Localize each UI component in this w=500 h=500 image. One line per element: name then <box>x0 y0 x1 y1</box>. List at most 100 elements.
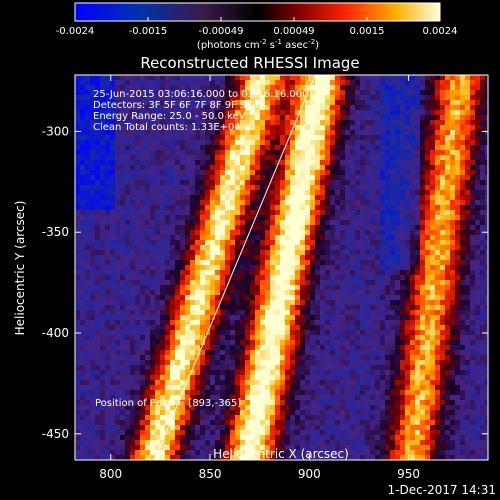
heatmap-cell <box>100 170 106 176</box>
heatmap-cell <box>310 245 316 251</box>
heatmap-cell <box>350 190 356 196</box>
heatmap-cell <box>415 235 421 241</box>
heatmap-cell <box>175 120 181 126</box>
heatmap-cell <box>465 165 471 171</box>
heatmap-cell <box>195 265 201 271</box>
heatmap-cell <box>460 370 466 376</box>
heatmap-cell <box>480 220 486 226</box>
heatmap-cell <box>315 85 321 91</box>
heatmap-cell <box>455 80 461 86</box>
heatmap-cell <box>465 75 471 81</box>
heatmap-cell <box>325 315 331 321</box>
heatmap-cell <box>470 215 476 221</box>
heatmap-cell <box>445 90 451 96</box>
heatmap-cell <box>395 175 401 181</box>
heatmap-cell <box>205 80 211 86</box>
heatmap-cell <box>90 325 96 331</box>
heatmap-cell <box>360 310 366 316</box>
heatmap-cell <box>270 210 276 216</box>
heatmap-cell <box>440 220 446 226</box>
heatmap-cell <box>250 360 256 366</box>
heatmap-cell <box>130 160 136 166</box>
heatmap-cell <box>435 130 441 136</box>
heatmap-cell <box>445 130 451 136</box>
heatmap-cell <box>380 105 386 111</box>
heatmap-cell <box>130 80 136 86</box>
heatmap-cell <box>180 370 186 376</box>
heatmap-cell <box>270 120 276 126</box>
heatmap-cell <box>460 120 466 126</box>
heatmap-cell <box>255 335 261 341</box>
heatmap-cell <box>270 335 276 341</box>
heatmap-cell <box>410 115 416 121</box>
heatmap-cell <box>420 85 426 91</box>
heatmap-cell <box>175 130 181 136</box>
heatmap-cell <box>265 275 271 281</box>
heatmap-cell <box>260 195 266 201</box>
heatmap-cell <box>370 335 376 341</box>
heatmap-cell <box>445 145 451 151</box>
heatmap-cell <box>455 170 461 176</box>
heatmap-cell <box>75 165 81 171</box>
heatmap-cell <box>75 160 81 166</box>
heatmap-cell <box>185 250 191 256</box>
heatmap-cell <box>460 100 466 106</box>
heatmap-cell <box>220 230 226 236</box>
heatmap-cell <box>355 180 361 186</box>
heatmap-cell <box>345 105 351 111</box>
heatmap-cell <box>290 365 296 371</box>
heatmap-cell <box>95 370 101 376</box>
heatmap-cell <box>170 155 176 161</box>
heatmap-cell <box>305 365 311 371</box>
heatmap-cell <box>125 365 131 371</box>
heatmap-cell <box>100 100 106 106</box>
heatmap-cell <box>405 140 411 146</box>
heatmap-cell <box>275 205 281 211</box>
heatmap-cell <box>435 335 441 341</box>
heatmap-cell <box>215 225 221 231</box>
heatmap-cell <box>90 270 96 276</box>
heatmap-cell <box>400 265 406 271</box>
heatmap-cell <box>395 325 401 331</box>
heatmap-cell <box>140 360 146 366</box>
heatmap-cell <box>115 125 121 131</box>
heatmap-cell <box>310 90 316 96</box>
heatmap-cell <box>350 360 356 366</box>
heatmap-cell <box>80 155 86 161</box>
heatmap-cell <box>435 260 441 266</box>
heatmap-cell <box>335 185 341 191</box>
heatmap-cell <box>205 150 211 156</box>
heatmap-cell <box>155 105 161 111</box>
heatmap-cell <box>465 175 471 181</box>
heatmap-cell <box>110 305 116 311</box>
heatmap-cell <box>285 365 291 371</box>
heatmap-cell <box>465 280 471 286</box>
heatmap-cell <box>325 155 331 161</box>
heatmap-cell <box>165 290 171 296</box>
heatmap-cell <box>310 275 316 281</box>
heatmap-cell <box>465 145 471 151</box>
heatmap-cell <box>140 220 146 226</box>
heatmap-cell <box>415 220 421 226</box>
heatmap-cell <box>465 210 471 216</box>
heatmap-cell <box>265 150 271 156</box>
heatmap-cell <box>190 300 196 306</box>
heatmap-cell <box>145 195 151 201</box>
heatmap-cell <box>335 285 341 291</box>
heatmap-cell <box>330 240 336 246</box>
heatmap-cell <box>415 265 421 271</box>
heatmap-cell <box>335 240 341 246</box>
heatmap-cell <box>305 270 311 276</box>
heatmap-cell <box>235 145 241 151</box>
heatmap-cell <box>365 340 371 346</box>
heatmap-cell <box>220 325 226 331</box>
heatmap-cell <box>135 305 141 311</box>
heatmap-cell <box>420 195 426 201</box>
heatmap-cell <box>145 225 151 231</box>
heatmap-cell <box>210 370 216 376</box>
heatmap-cell <box>455 175 461 181</box>
heatmap-cell <box>85 210 91 216</box>
heatmap-cell <box>150 75 156 81</box>
heatmap-cell <box>345 345 351 351</box>
heatmap-cell <box>75 315 81 321</box>
